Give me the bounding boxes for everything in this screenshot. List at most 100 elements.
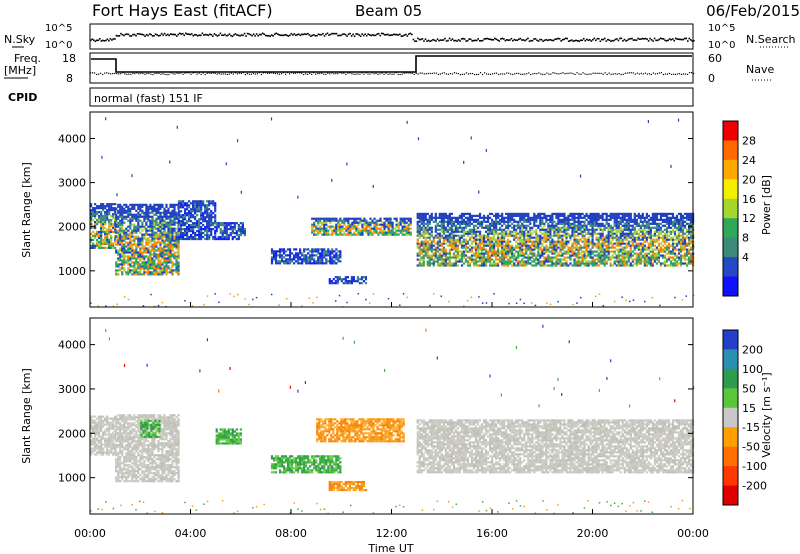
power-cell: [212, 200, 215, 203]
power-cell: [623, 242, 626, 245]
power-cell: [108, 224, 111, 228]
power-cell: [563, 262, 566, 265]
power-cell: [595, 262, 598, 265]
noise-point: [601, 38, 603, 41]
power-cell: [460, 244, 464, 247]
power-cell: [609, 258, 612, 261]
power-cell: [452, 240, 456, 243]
power-cell: [387, 227, 390, 230]
power-cell: [615, 254, 618, 257]
power-cell: [575, 212, 578, 215]
power-cell: [581, 220, 584, 223]
power-cell: [121, 215, 124, 218]
power-cell: [424, 246, 427, 249]
power-cell: [486, 214, 490, 217]
power-cell: [347, 227, 350, 230]
power-cell: [114, 209, 117, 212]
noise-point: [634, 39, 636, 41]
power-cell: [161, 273, 164, 276]
power-cell: [474, 232, 478, 235]
power-cell: [501, 238, 504, 241]
power-cell: [543, 264, 546, 267]
power-cell: [503, 258, 506, 261]
noise-point: [418, 38, 421, 41]
power-cell: [169, 249, 172, 252]
power-cell: [591, 246, 594, 249]
power-cell: [167, 261, 170, 264]
power-cell: [115, 265, 118, 268]
power-cell: [169, 217, 172, 220]
noise-point: [270, 34, 273, 36]
power-cell: [108, 218, 111, 222]
power-cell: [456, 252, 460, 255]
power-cell: [202, 212, 205, 215]
power-cell: [557, 232, 560, 235]
power-cell: [179, 216, 183, 219]
nave-point: [150, 73, 152, 75]
power-cell: [488, 242, 492, 245]
power-cell: [482, 218, 486, 221]
power-cell: [284, 262, 288, 265]
power-cell: [208, 200, 211, 203]
power-cell: [577, 232, 580, 235]
power-cell: [375, 219, 378, 222]
power-cell: [179, 210, 183, 213]
power-cell: [609, 250, 612, 253]
power-cell: [147, 225, 150, 228]
power-cell: [373, 221, 376, 224]
power-cell: [137, 267, 140, 270]
power-cell: [444, 258, 447, 261]
power-cell: [119, 257, 122, 260]
power-cell: [239, 228, 242, 231]
power-cell: [165, 273, 168, 276]
power-cell: [315, 219, 318, 222]
power-cell: [167, 245, 170, 248]
power-cell: [549, 224, 552, 227]
power-cell: [529, 246, 532, 249]
noise-point: [460, 38, 463, 40]
power-cell: [194, 200, 197, 203]
noise-point: [133, 33, 136, 36]
noise-point: [543, 39, 546, 42]
power-cell: [629, 212, 632, 215]
power-cell: [200, 204, 203, 207]
power-cell: [505, 216, 508, 219]
power-cell: [323, 223, 326, 226]
power-cell: [165, 225, 168, 228]
power-cell: [565, 252, 568, 255]
power-cell: [383, 225, 386, 228]
noise-point: [228, 33, 231, 35]
power-cell: [395, 219, 398, 222]
power-cell: [619, 238, 622, 241]
power-cell: [478, 220, 482, 223]
power-cell: [173, 209, 176, 212]
power-cell: [159, 265, 162, 268]
station-title: Fort Hays East (fitACF): [92, 1, 273, 20]
power-cell: [611, 264, 614, 267]
power-cell: [472, 254, 476, 257]
power-cell: [607, 218, 610, 221]
power-cell: [571, 224, 574, 227]
noise-point: [376, 33, 379, 35]
power-cell: [627, 212, 630, 215]
power-cell: [333, 254, 336, 257]
power-cell: [127, 207, 130, 210]
power-cell: [333, 229, 336, 232]
power-cell: [468, 238, 472, 241]
power-cell: [153, 273, 156, 276]
noise-point: [432, 38, 434, 41]
power-cell: [607, 236, 610, 239]
power-cell: [495, 262, 498, 265]
power-cell: [407, 217, 410, 220]
power-cell: [503, 218, 506, 221]
power-cell: [127, 243, 130, 246]
power-cell: [171, 269, 174, 272]
power-cell: [539, 262, 542, 265]
power-cell: [460, 260, 464, 263]
nave-point: [656, 72, 659, 75]
power-cell: [563, 244, 566, 247]
power-cell: [165, 239, 168, 242]
power-cell: [299, 252, 302, 255]
noise-point: [688, 37, 691, 40]
power-cell: [301, 258, 304, 261]
